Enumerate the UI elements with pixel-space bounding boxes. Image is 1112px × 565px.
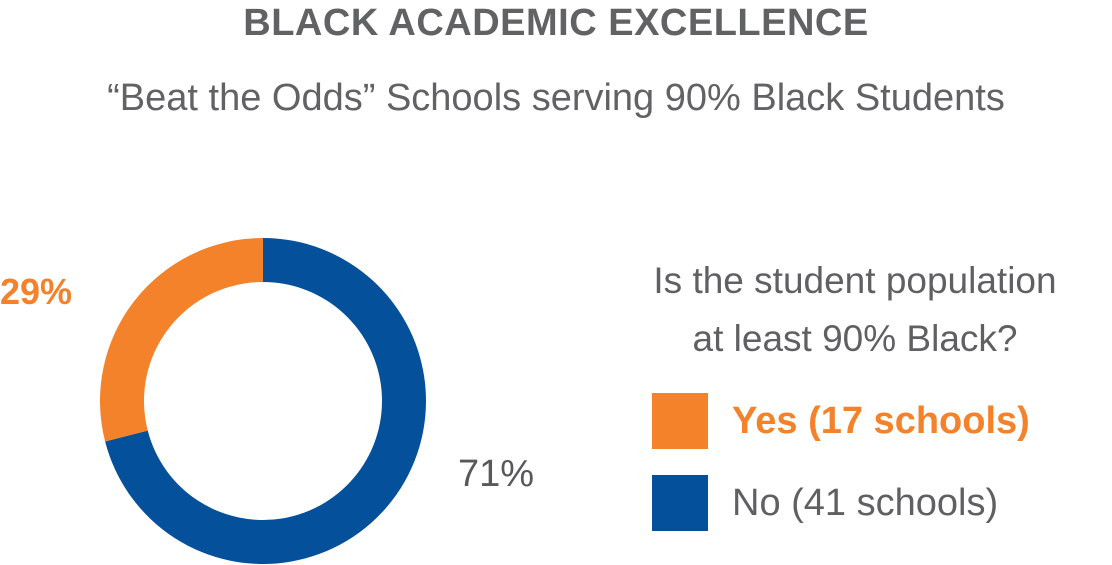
data-label-no: 71% — [458, 453, 535, 495]
donut-slice-yes — [100, 238, 263, 442]
chart-subtitle: “Beat the Odds” Schools serving 90% Blac… — [107, 77, 1005, 119]
legend-title-line-1: Is the student population — [653, 260, 1057, 301]
data-label-yes: 29% — [0, 271, 73, 312]
legend-title-line-2: at least 90% Black? — [692, 318, 1018, 359]
legend-label-yes: Yes (17 schools) — [732, 400, 1030, 442]
chart-title: BLACK ACADEMIC EXCELLENCE — [243, 2, 869, 44]
legend-swatch-no — [652, 475, 708, 531]
legend-title: Is the student population at least 90% B… — [598, 252, 1112, 368]
legend-label-no: No (41 schools) — [732, 482, 999, 524]
legend-swatch-yes — [652, 393, 708, 449]
